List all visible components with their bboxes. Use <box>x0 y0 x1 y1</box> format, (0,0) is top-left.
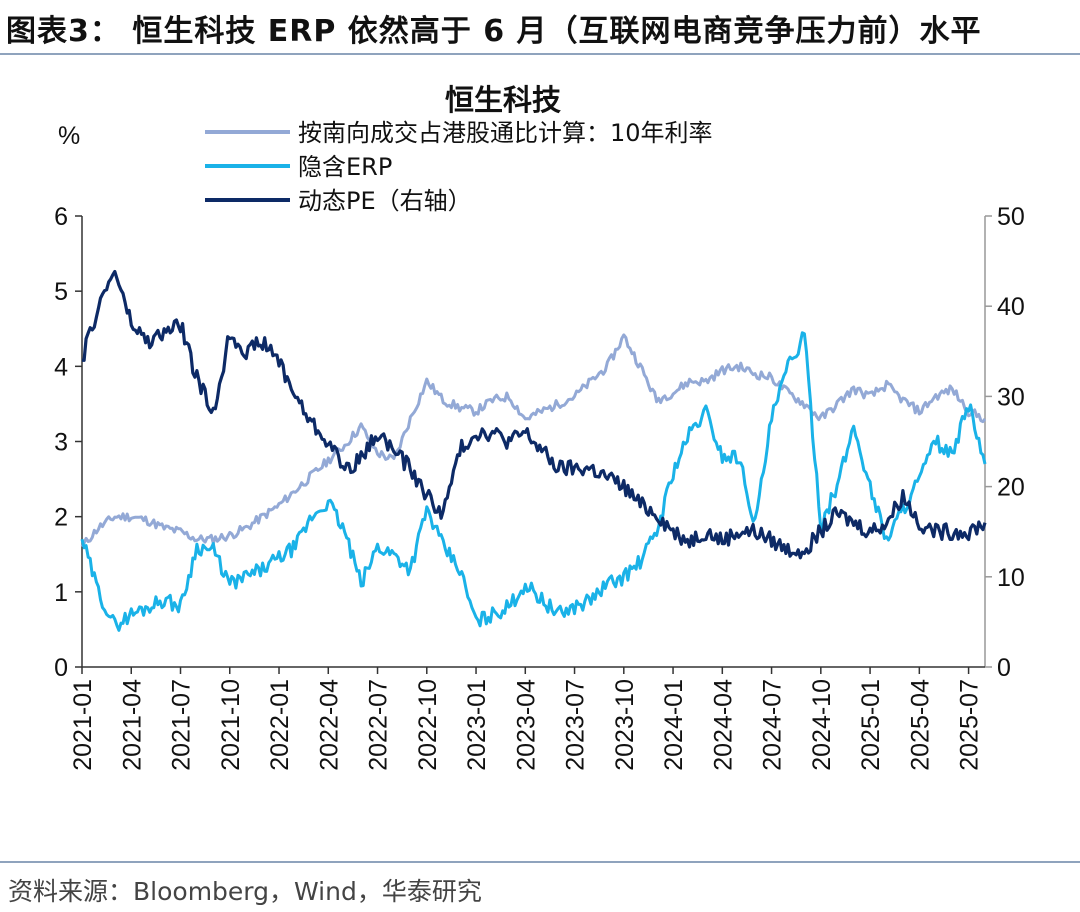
x-tick-label: 2024-10 <box>808 679 836 771</box>
x-tick-label: 2022-01 <box>266 679 294 771</box>
left-y-tick-label: 0 <box>54 654 68 682</box>
series-line-rate <box>80 333 987 548</box>
right-y-tick-label: 30 <box>997 383 1025 411</box>
x-tick-label: 2025-01 <box>857 679 885 771</box>
series-line-erp <box>80 331 987 632</box>
x-tick-label: 2024-07 <box>759 679 787 771</box>
x-tick-label: 2021-07 <box>168 679 196 771</box>
x-tick-label: 2024-04 <box>709 679 737 771</box>
right-y-tick-label: 10 <box>997 564 1025 592</box>
x-tick-label: 2022-04 <box>315 679 343 771</box>
x-tick-label: 2021-10 <box>217 679 245 771</box>
legend-label: 动态PE（右轴） <box>298 187 472 215</box>
x-tick-label: 2025-04 <box>906 679 934 771</box>
left-y-tick-label: 4 <box>54 353 68 381</box>
left-y-tick-label: 2 <box>54 504 68 532</box>
legend-label: 按南向成交占港股通比计算：10年利率 <box>298 119 713 147</box>
source-note: 资料来源：Bloomberg，Wind，华泰研究 <box>8 877 482 906</box>
chart-title: 恒生科技 <box>445 83 561 117</box>
left-y-tick-label: 3 <box>54 429 68 457</box>
left-axis-unit: % <box>58 122 80 150</box>
left-y-tick-label: 6 <box>54 203 68 231</box>
x-tick-label: 2024-01 <box>660 679 688 771</box>
x-tick-label: 2023-10 <box>611 679 639 771</box>
x-tick-label: 2022-10 <box>414 679 442 771</box>
right-y-tick-label: 50 <box>997 203 1025 231</box>
x-tick-label: 2023-07 <box>562 679 590 771</box>
x-tick-label: 2023-01 <box>463 679 491 771</box>
header-divider <box>0 53 1080 55</box>
left-y-tick-label: 5 <box>54 278 68 306</box>
left-y-tick-label: 1 <box>54 579 68 607</box>
figure-caption: 图表3： 恒生科技 ERP 依然高于 6 月（互联网电商竞争压力前）水平 <box>6 14 982 49</box>
axes: 0 1 2 3 4 5 6 0 10 20 30 40 50 2021-01 2021-04 2021-07 2… <box>54 203 1025 771</box>
right-y-tick-label: 0 <box>997 654 1011 682</box>
x-tick-label: 2025-07 <box>956 679 984 771</box>
x-tick-label: 2023-04 <box>512 679 540 771</box>
x-tick-label: 2022-07 <box>365 679 393 771</box>
right-y-tick-label: 20 <box>997 474 1025 502</box>
x-tick-label: 2021-01 <box>69 679 97 771</box>
x-tick-label: 2021-04 <box>118 679 146 771</box>
footer-divider <box>0 861 1080 863</box>
legend-label: 隐含ERP <box>298 153 392 181</box>
plot-area <box>80 269 987 632</box>
right-y-tick-label: 40 <box>997 293 1025 321</box>
series-line-pe <box>82 269 987 560</box>
